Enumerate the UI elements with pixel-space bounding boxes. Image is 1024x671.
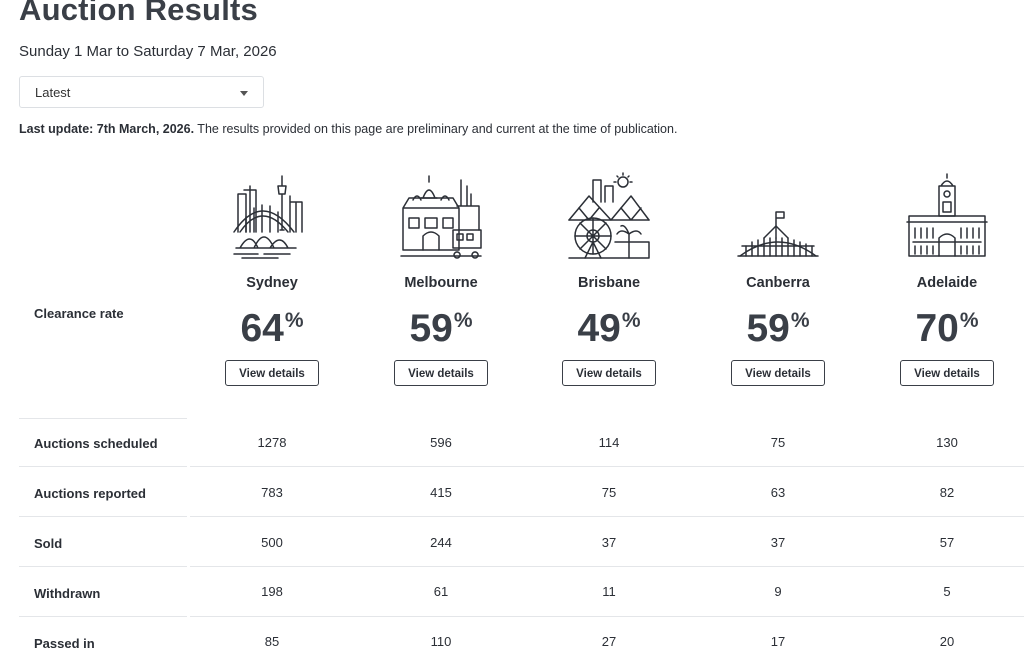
date-range: Sunday 1 Mar to Saturday 7 Mar, 2026 xyxy=(19,43,277,60)
cell-brisbane: 75 xyxy=(601,485,617,500)
city-name: Sydney xyxy=(246,275,298,291)
cell-adelaide: 82 xyxy=(939,485,955,500)
clearance-rate-label: Clearance rate xyxy=(34,306,124,321)
melbourne-skyline-icon xyxy=(400,175,482,259)
clearance-rate: 59% xyxy=(356,299,526,350)
cell-sydney: 500 xyxy=(261,535,283,550)
chevron-down-icon xyxy=(240,91,248,96)
period-select[interactable]: Latest xyxy=(19,76,264,108)
city-name: Melbourne xyxy=(404,275,478,291)
city-column-canberra: Canberra 59% View details xyxy=(693,172,863,386)
cell-sydney: 198 xyxy=(261,584,283,599)
row-label: Sold xyxy=(34,536,63,551)
row-label: Auctions reported xyxy=(34,486,146,501)
row-divider xyxy=(19,616,187,617)
clearance-rate: 64% xyxy=(187,299,357,350)
cell-adelaide: 20 xyxy=(939,634,955,649)
last-update-text: The results provided on this page are pr… xyxy=(194,122,678,136)
canberra-parliament-icon xyxy=(737,211,819,257)
row-divider xyxy=(190,566,1024,567)
city-name: Canberra xyxy=(746,275,810,291)
row-divider xyxy=(19,418,187,419)
cell-sydney: 783 xyxy=(261,485,283,500)
cell-brisbane: 27 xyxy=(601,634,617,649)
city-column-melbourne: Melbourne 59% View details xyxy=(356,172,526,386)
cell-canberra: 63 xyxy=(770,485,786,500)
cell-melbourne: 110 xyxy=(430,634,452,649)
percent-sign: % xyxy=(453,309,473,332)
row-divider xyxy=(190,616,1024,617)
clearance-rate: 59% xyxy=(693,299,863,350)
cell-melbourne: 244 xyxy=(430,535,452,550)
cell-brisbane: 114 xyxy=(598,435,620,450)
percent-sign: % xyxy=(621,309,641,332)
row-divider xyxy=(190,466,1024,467)
cell-canberra: 37 xyxy=(770,535,786,550)
view-details-button-melbourne[interactable]: View details xyxy=(394,360,488,386)
brisbane-skyline-icon xyxy=(568,172,650,259)
cell-adelaide: 130 xyxy=(936,435,958,450)
clearance-rate-value: 59 xyxy=(409,307,453,350)
view-details-button-brisbane[interactable]: View details xyxy=(562,360,656,386)
cell-adelaide: 5 xyxy=(943,584,951,599)
row-label: Passed in xyxy=(34,636,95,651)
clearance-rate-value: 49 xyxy=(577,307,621,350)
cell-adelaide: 57 xyxy=(939,535,955,550)
percent-sign: % xyxy=(284,309,304,332)
view-details-button-canberra[interactable]: View details xyxy=(731,360,825,386)
sydney-skyline-icon xyxy=(233,175,303,259)
row-divider xyxy=(19,466,187,467)
adelaide-town-hall-icon xyxy=(906,173,988,257)
clearance-rate: 49% xyxy=(524,299,694,350)
cell-melbourne: 61 xyxy=(433,584,449,599)
clearance-rate-value: 70 xyxy=(915,307,959,350)
clearance-rate-value: 64 xyxy=(240,307,284,350)
row-label: Auctions scheduled xyxy=(34,436,158,451)
last-update-note: Last update: 7th March, 2026. The result… xyxy=(19,122,677,136)
city-name: Adelaide xyxy=(916,275,978,291)
cell-canberra: 9 xyxy=(774,584,782,599)
cell-melbourne: 596 xyxy=(430,435,452,450)
row-label: Withdrawn xyxy=(34,586,101,601)
cell-brisbane: 37 xyxy=(601,535,617,550)
row-divider xyxy=(190,516,1024,517)
last-update-label: Last update: 7th March, 2026. xyxy=(19,122,195,136)
city-column-adelaide: Adelaide 70% View details xyxy=(862,172,1024,386)
row-divider xyxy=(19,516,187,517)
city-name: Brisbane xyxy=(577,275,641,291)
view-details-button-sydney[interactable]: View details xyxy=(225,360,319,386)
cell-canberra: 75 xyxy=(770,435,786,450)
clearance-rate-value: 59 xyxy=(746,307,790,350)
clearance-rate: 70% xyxy=(862,299,1024,350)
cell-melbourne: 415 xyxy=(430,485,452,500)
cell-sydney: 1278 xyxy=(257,435,287,450)
cell-canberra: 17 xyxy=(770,634,786,649)
city-column-brisbane: Brisbane 49% View details xyxy=(524,172,694,386)
page-title: Auction Results xyxy=(19,0,258,27)
cell-brisbane: 11 xyxy=(602,584,616,599)
percent-sign: % xyxy=(959,309,979,332)
view-details-button-adelaide[interactable]: View details xyxy=(900,360,994,386)
city-column-sydney: Sydney 64% View details xyxy=(187,172,357,386)
cell-sydney: 85 xyxy=(264,634,280,649)
period-select-value: Latest xyxy=(35,85,71,100)
percent-sign: % xyxy=(790,309,810,332)
row-divider xyxy=(19,566,187,567)
